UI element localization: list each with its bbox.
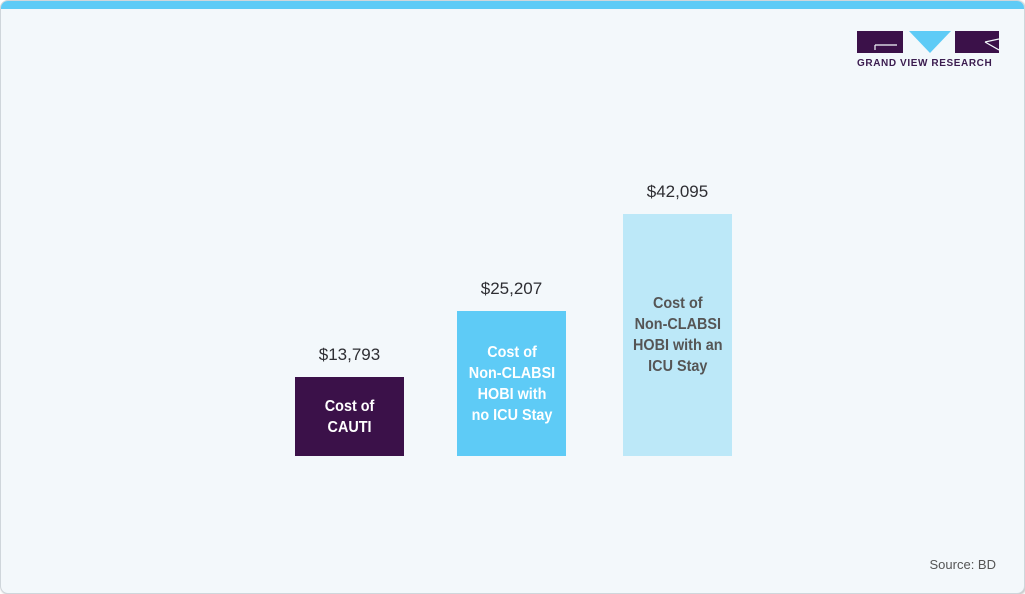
gvr-logo-icon <box>857 31 999 53</box>
grand-view-research-logo: GRAND VIEW RESEARCH <box>857 31 999 71</box>
bar-label: Cost of Non-CLABSI HOBI with an ICU Stay <box>632 295 723 375</box>
top-accent-bar <box>1 1 1024 9</box>
bar-3: Cost of Non-CLABSI HOBI with an ICU Stay <box>623 214 732 456</box>
bar-1: Cost of CAUTI <box>295 377 404 456</box>
source-note: Source: BD <box>929 557 996 572</box>
bar-2: Cost of Non-CLABSI HOBI with no ICU Stay <box>457 311 566 456</box>
bar-label: Cost of Non-CLABSI HOBI with no ICU Stay <box>468 343 555 424</box>
value-label: $25,207 <box>480 279 543 298</box>
value-label: $13,793 <box>318 345 381 364</box>
value-label: $42,095 <box>646 182 709 201</box>
bar-label: Cost of CAUTI <box>324 397 375 436</box>
logo-wordmark: GRAND VIEW RESEARCH <box>857 58 993 69</box>
